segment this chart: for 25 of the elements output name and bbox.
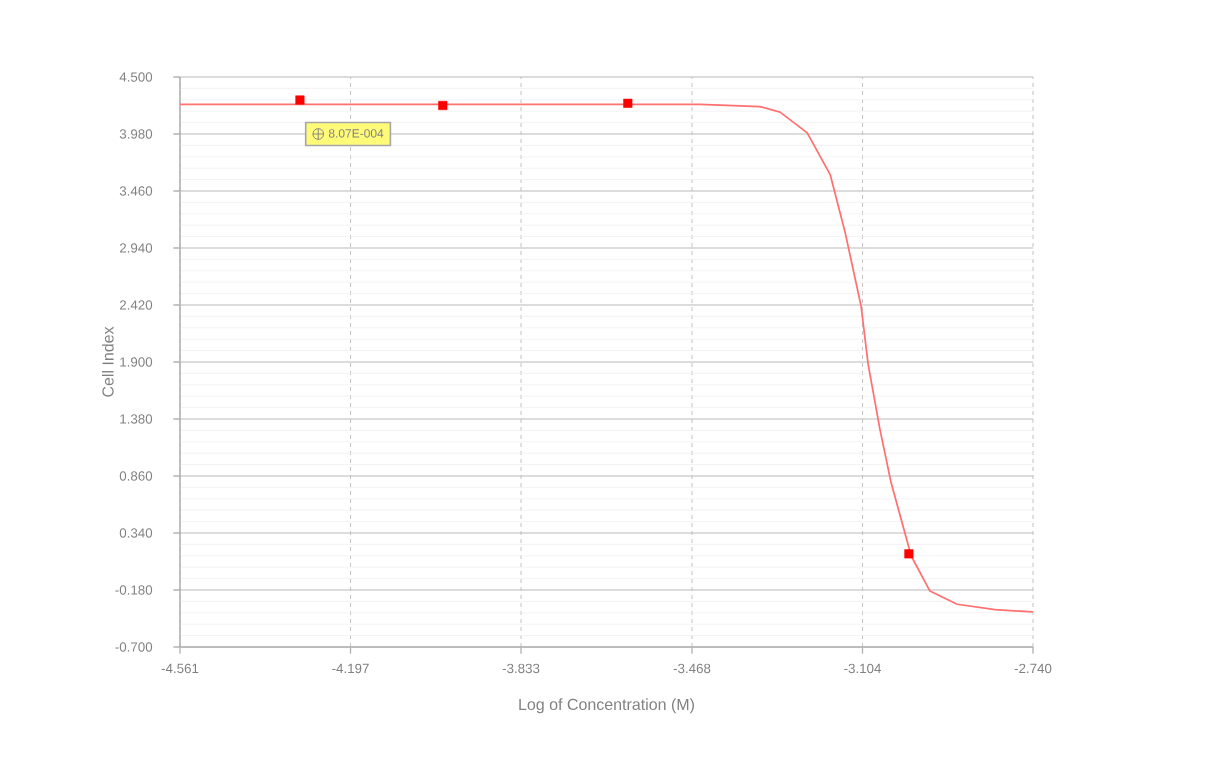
y-tick-label: 3.460 [119,186,153,196]
y-tick-label: 4.500 [119,72,153,82]
point [623,98,633,108]
y-tick-label: 0.340 [119,528,153,538]
y-axis-title: Cell Index [101,326,114,397]
x-tick-label: -3.833 [502,663,540,674]
x-tick-label: -3.104 [844,663,882,674]
x-tick-label: -2.740 [1014,663,1052,674]
point [904,549,914,559]
y-tick-label: -0.180 [115,585,153,595]
x-tick-label: -3.468 [673,663,711,674]
y-tick-label: 2.420 [119,300,153,310]
point [438,100,448,111]
x-tick-label: -4.197 [332,663,369,674]
point [295,95,305,105]
line-series [179,103,1034,613]
y-tick-label: 2.940 [119,243,153,253]
y-tick-label: 0.860 [119,471,153,481]
x-tick-label: -4.561 [161,663,199,674]
y-tick-label: 1.900 [120,357,153,367]
y-tick-label: 1.380 [120,414,153,424]
y-tick-label: 3.980 [119,129,153,139]
annotation: 8.07E-004 [328,129,384,138]
x-axis-title: Log of Concentration (M) [519,698,694,714]
y-tick-label: -0.700 [115,642,153,652]
